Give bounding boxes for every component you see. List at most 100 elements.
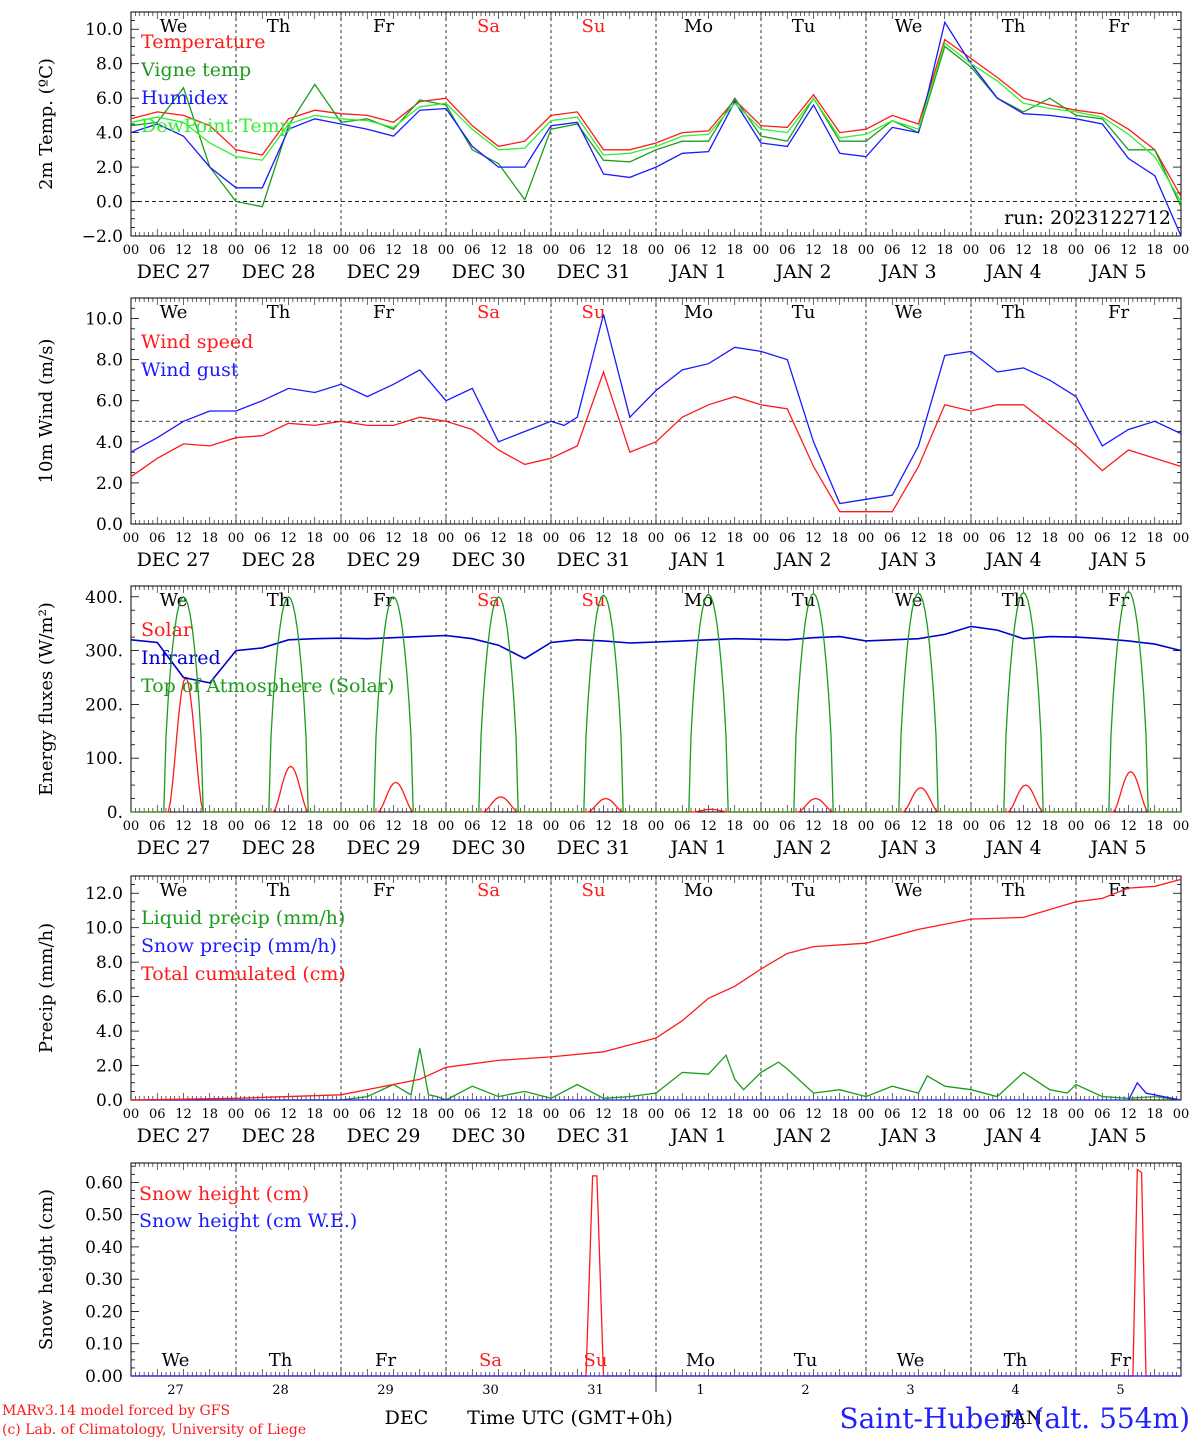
hour-label: 12	[910, 531, 927, 546]
series-line-snow-precip-mm-h-	[131, 1081, 1182, 1101]
weekday-label: We	[897, 1350, 925, 1371]
hour-label: 06	[1094, 819, 1111, 834]
hour-label: 18	[1041, 1107, 1058, 1122]
weekday-label: Th	[267, 16, 291, 37]
y-tick-label: 6.0	[96, 89, 123, 109]
hour-label: 00	[123, 819, 140, 834]
day-label: JAN 3	[878, 261, 936, 283]
hour-label: 06	[569, 1107, 586, 1122]
weekday-label: Sa	[477, 590, 500, 611]
weekday-label: Su	[582, 302, 606, 323]
month-label: JAN	[1003, 1407, 1043, 1429]
hour-label: 12	[385, 819, 402, 834]
hour-label: 18	[936, 531, 953, 546]
legend-entry: Wind gust	[141, 359, 239, 381]
hour-label: 00	[333, 819, 350, 834]
day-label: DEC 30	[452, 261, 526, 283]
series-line-infrared	[130, 625, 1182, 684]
hour-label: 12	[280, 819, 297, 834]
weekday-label: We	[160, 880, 188, 901]
day-label: DEC 29	[347, 837, 421, 859]
weekday-label: We	[895, 880, 923, 901]
hour-label: 06	[464, 819, 481, 834]
y-tick-label: 0.	[107, 803, 123, 823]
hour-label: 12	[175, 1107, 192, 1122]
hour-label: 18	[516, 1107, 533, 1122]
hour-label: 00	[858, 1107, 875, 1122]
hour-label: 12	[490, 1107, 507, 1122]
hour-label: 18	[831, 819, 848, 834]
hour-label: 06	[674, 531, 691, 546]
day-label: DEC 29	[347, 549, 421, 571]
weekday-label: Fr	[373, 16, 394, 37]
weekday-label: Th	[1002, 880, 1026, 901]
y-tick-label: 0.50	[85, 1206, 123, 1226]
run-label: run: 2023122712	[1004, 207, 1171, 229]
weekday-label: Th	[267, 302, 291, 323]
hour-label: 12	[385, 1107, 402, 1122]
hour-label: 18	[1041, 243, 1058, 258]
day-label: DEC 31	[557, 1125, 631, 1147]
hour-label: 12	[175, 531, 192, 546]
hour-label: 18	[306, 819, 323, 834]
hour-label: 06	[1094, 243, 1111, 258]
hour-label: 12	[700, 531, 717, 546]
hour-label: 12	[1015, 819, 1032, 834]
hour-label: 00	[543, 243, 560, 258]
legend-entry: DewPoint Temp	[141, 115, 292, 137]
hour-label: 06	[149, 1107, 166, 1122]
y-tick-label: 2.0	[96, 474, 123, 494]
weekday-label: Sa	[477, 16, 500, 37]
panel-temp: −2.0 0.0 2.0 4.0 6.0 8.0 10.0 2m Temp. (ºC) We Th…	[36, 11, 1189, 283]
hour-label: 00	[648, 819, 665, 834]
hour-label: 00	[123, 1107, 140, 1122]
day-label: JAN 5	[1088, 549, 1146, 571]
hour-label: 18	[831, 243, 848, 258]
hour-label: 12	[1120, 243, 1137, 258]
panel-wind: 0.0 2.0 4.0 6.0 8.0 10.0 10m Wind (m/s) We Th Fr S…	[36, 297, 1189, 571]
hour-label: 12	[175, 819, 192, 834]
day-label: DEC 31	[557, 261, 631, 283]
hour-label: 12	[1015, 243, 1032, 258]
legend-entry: Top of Atmosphere (Solar)	[141, 675, 394, 697]
day-number-label: 27	[167, 1383, 184, 1398]
day-number-label: 1	[696, 1383, 704, 1398]
day-label: JAN 5	[1088, 261, 1146, 283]
hour-label: 06	[779, 531, 796, 546]
day-label: JAN 5	[1088, 837, 1146, 859]
day-label: JAN 4	[983, 261, 1041, 283]
hour-label: 00	[1068, 819, 1085, 834]
y-tick-label: 8.0	[96, 953, 123, 973]
weekday-label: Sa	[477, 302, 500, 323]
y-tick-label: 10.0	[85, 919, 123, 939]
weekday-label: Tu	[792, 880, 816, 901]
hour-label: 18	[1146, 531, 1163, 546]
series-line-liquid-precip-mm-h-	[131, 1048, 1182, 1101]
hour-label: 00	[648, 531, 665, 546]
hour-label: 18	[201, 1107, 218, 1122]
hour-label: 18	[1146, 1107, 1163, 1122]
y-axis-label: 10m Wind (m/s)	[36, 339, 57, 484]
hour-label: 06	[1094, 1107, 1111, 1122]
hour-label: 12	[805, 531, 822, 546]
hour-label: 18	[201, 243, 218, 258]
y-tick-label: 6.0	[96, 392, 123, 412]
hour-label: 00	[963, 819, 980, 834]
hour-label: 12	[385, 243, 402, 258]
hour-label: 06	[989, 1107, 1006, 1122]
weekday-label: Su	[582, 880, 606, 901]
y-tick-label: 2.0	[96, 158, 123, 178]
hour-label: 00	[438, 243, 455, 258]
legend-entry: Solar	[141, 619, 193, 641]
legend-entry: Liquid precip (mm/h)	[141, 907, 345, 929]
hour-label: 12	[805, 1107, 822, 1122]
day-label: DEC 29	[347, 261, 421, 283]
hour-label: 00	[438, 531, 455, 546]
hour-label: 18	[201, 531, 218, 546]
hour-label: 12	[910, 819, 927, 834]
day-number-label: 5	[1116, 1383, 1124, 1398]
day-label: JAN 3	[878, 837, 936, 859]
hour-label: 12	[910, 1107, 927, 1122]
hour-label: 00	[1068, 531, 1085, 546]
